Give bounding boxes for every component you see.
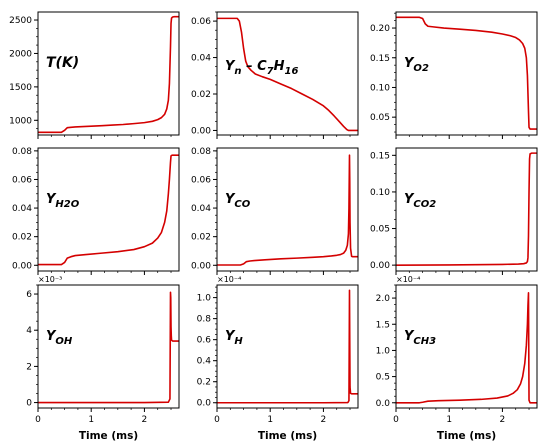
y-tick-label: 0.06 [12, 175, 32, 185]
y-tick-label: 1.5 [376, 320, 390, 330]
species-label: YCO [225, 192, 251, 210]
y-tick-label: 0.10 [370, 188, 390, 198]
series-line-2-1 [217, 17, 358, 132]
series-line-1-1 [38, 15, 179, 134]
x-tick-label: 2 [500, 415, 506, 425]
plot-frame [37, 11, 180, 136]
y-tick-label: 1000 [9, 116, 32, 126]
series-line-5-1 [217, 154, 358, 266]
x-tick-label: 2 [321, 415, 327, 425]
x-axis-title-col3: Time (ms) [437, 430, 496, 442]
y-tick-label: 0.06 [191, 175, 211, 185]
y-tick-label: 0.2 [197, 378, 211, 388]
x-tick-label: 0 [393, 415, 399, 425]
y-tick-label: 0.02 [191, 90, 211, 100]
x-tick-label: 1 [267, 415, 273, 425]
plot-frame [37, 147, 180, 272]
y-tick-label: 0.08 [191, 147, 211, 157]
y-tick-label: 0.8 [197, 315, 212, 325]
y-tick-label: 0.0 [376, 399, 391, 409]
y-tick-label: 0.05 [370, 225, 390, 235]
y-offset-multiplier: ×10⁻³ [38, 275, 62, 284]
x-tick-label: 1 [88, 415, 94, 425]
y-tick-label: 2 [26, 362, 32, 372]
species-label: T(K) [46, 55, 79, 71]
panel-1: 1000 1500 2000 2500 T(K) [9, 11, 180, 139]
x-axis-title-col2: Time (ms) [258, 430, 317, 442]
y-tick-label: 1.0 [197, 294, 212, 304]
x-tick-label: 0 [35, 415, 41, 425]
species-label: YH2O [46, 192, 80, 210]
series-line-7-1 [38, 291, 179, 404]
plot-frame [216, 11, 359, 136]
plot-frame [395, 284, 538, 409]
plot-frame [37, 284, 180, 409]
series-line-6-1 [395, 152, 537, 266]
species-label: Yn – C7H16 [225, 59, 298, 77]
panel-4: 0.00 0.02 0.04 0.06 0.08 YH2O [12, 147, 180, 275]
y-tick-label: 1.0 [376, 346, 391, 356]
y-tick-label: 0.04 [191, 204, 211, 214]
y-tick-label: 0 [26, 399, 32, 409]
y-tick-label: 0.15 [370, 54, 390, 64]
y-tick-label: 0.5 [376, 373, 390, 383]
species-label: YCO2 [404, 192, 436, 210]
species-label: YO2 [404, 56, 429, 74]
plot-frame [216, 147, 359, 272]
y-tick-label: 0.00 [12, 261, 32, 271]
y-tick-label: 0.00 [370, 261, 390, 271]
y-offset-multiplier: ×10⁻⁴ [396, 275, 420, 284]
y-tick-label: 0.04 [12, 204, 32, 214]
species-label: YCH3 [404, 329, 436, 347]
panel-9: 0.0 0.5 1.0 1.5 2.0 0 1 2 ×10⁻⁴ YCH3 [376, 275, 538, 425]
y-offset-multiplier: ×10⁻⁴ [217, 275, 241, 284]
y-tick-label: 0.08 [12, 147, 32, 157]
plot-frame [216, 284, 359, 409]
y-tick-label: 0.20 [370, 24, 390, 34]
y-tick-label: 2.0 [376, 294, 391, 304]
plot-frame [395, 147, 538, 272]
y-tick-label: 1500 [9, 83, 32, 93]
y-tick-label: 6 [26, 290, 32, 300]
x-tick-label: 1 [446, 415, 452, 425]
panel-2: 0.00 0.02 0.04 0.06 Yn – C7H16 [191, 11, 359, 139]
species-label: YH [225, 329, 243, 347]
panel-5: 0.00 0.02 0.04 0.06 0.08 YCO [191, 147, 359, 275]
y-tick-label: 0.05 [370, 113, 390, 123]
y-tick-label: 0.00 [191, 261, 211, 271]
y-tick-label: 0.00 [191, 126, 211, 136]
x-tick-label: 2 [142, 415, 148, 425]
series-line-9-1 [396, 292, 537, 404]
y-tick-label: 0.02 [191, 233, 211, 243]
y-tick-label: 0.06 [191, 17, 211, 27]
y-tick-label: 0.6 [197, 336, 212, 346]
panel-3: 0.05 0.10 0.15 0.20 YO2 [370, 11, 538, 139]
series-line-8-1 [217, 289, 358, 404]
x-axis-title-col1: Time (ms) [79, 430, 138, 442]
plot-frame [395, 11, 538, 136]
y-tick-label: 0.15 [370, 151, 390, 161]
species-label: YOH [46, 329, 73, 347]
y-tick-label: 0.04 [191, 54, 211, 64]
y-tick-label: 2000 [9, 49, 32, 59]
series-line-4-1 [38, 154, 179, 266]
y-tick-label: 2500 [9, 16, 32, 26]
x-tick-label: 0 [214, 415, 220, 425]
panel-6: 0.00 0.05 0.10 0.15 YCO2 [370, 147, 538, 275]
series-line-3-1 [396, 16, 537, 130]
y-tick-label: 0.4 [197, 357, 212, 367]
y-tick-label: 0.02 [12, 233, 32, 243]
panel-8: 0.0 0.2 0.4 0.6 0.8 1.0 0 1 2 ×10⁻⁴ YH [197, 275, 359, 425]
y-tick-label: 0.0 [197, 399, 212, 409]
y-tick-label: 4 [26, 326, 32, 336]
y-tick-label: 0.10 [370, 83, 390, 93]
panel-7: 0 2 4 6 0 1 2 ×10⁻³ YOH [26, 275, 180, 425]
